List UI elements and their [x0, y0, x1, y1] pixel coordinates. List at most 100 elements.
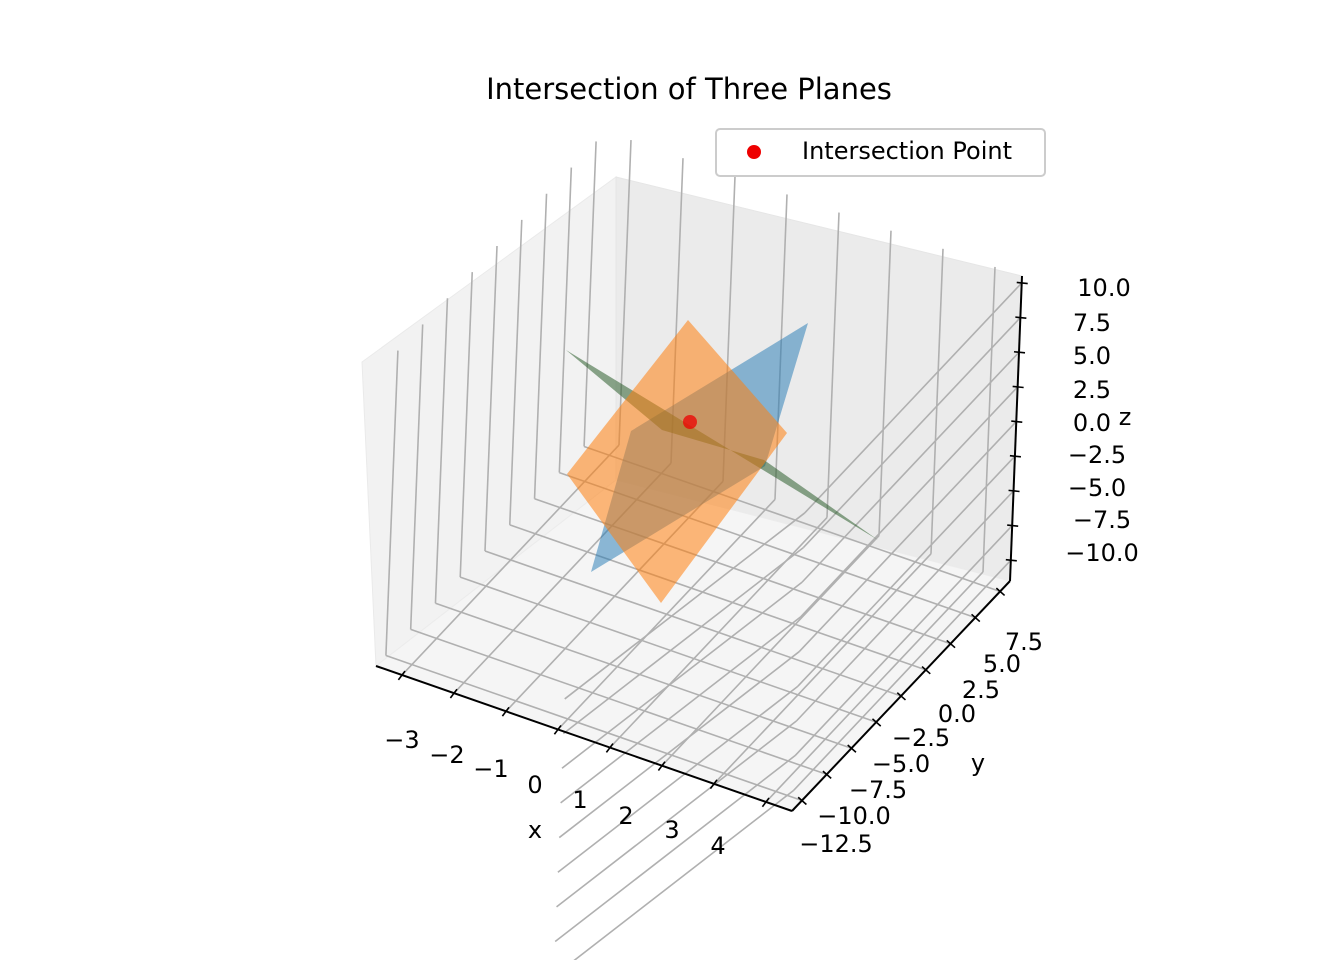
grid-line: [878, 230, 892, 536]
y-tick-label: −5.0: [872, 750, 930, 778]
grid-line: [801, 351, 1020, 583]
y-tick-label: −12.5: [799, 830, 873, 858]
y-tick-mark: [871, 718, 882, 727]
x-tick-mark: [397, 670, 406, 681]
grid-line: [794, 524, 1013, 757]
y-tick-mark: [847, 744, 857, 753]
legend: Intersection Point: [715, 128, 1046, 177]
x-tick-label: 1: [572, 786, 587, 814]
y-tick-label: −2.5: [892, 724, 950, 752]
x-tick-mark: [657, 761, 666, 771]
x-tick-label: −2: [429, 741, 464, 769]
chart-title: Intersection of Three Planes: [486, 72, 892, 106]
grid-line: [826, 212, 840, 518]
z-tick-mark: [1016, 281, 1028, 285]
grid-line: [385, 350, 399, 656]
z-tick-mark: [1015, 316, 1027, 319]
z-tick-mark: [1011, 420, 1023, 423]
z-axis-label: z: [1119, 403, 1132, 431]
y-tick-mark: [797, 796, 807, 806]
x-tick-label: 0: [527, 771, 542, 799]
y-tick-mark: [946, 639, 956, 649]
grid-line: [802, 317, 1021, 549]
x-tick-mark: [761, 797, 770, 808]
grid-line: [434, 298, 449, 604]
legend-label: Intersection Point: [802, 137, 1012, 165]
grid-line: [556, 720, 798, 908]
grid-line: [562, 546, 804, 735]
plane-surfaces: [566, 320, 878, 603]
grid-line: [558, 650, 800, 839]
y-tick-label: −7.5: [849, 776, 907, 804]
z-tick-mark: [1009, 454, 1021, 458]
x-tick-label: −3: [384, 726, 419, 754]
grid-line: [797, 455, 1016, 687]
z-tick-label: 2.5: [1073, 376, 1111, 404]
y-tick-mark: [995, 587, 1006, 597]
x-tick-mark: [501, 706, 510, 717]
grid-line: [798, 421, 1017, 653]
y-tick-label: 7.5: [1005, 628, 1043, 656]
x-tick-mark: [709, 779, 718, 790]
y-tick-mark: [971, 613, 981, 623]
z-tick-label: 10.0: [1077, 274, 1130, 302]
x-tick-label: −1: [473, 755, 508, 783]
y-tick-mark: [921, 665, 931, 675]
x-tick-label: 3: [664, 816, 679, 844]
x-tick-label: 2: [618, 802, 633, 830]
grid-line: [795, 490, 1015, 722]
x-tick-mark: [605, 743, 614, 753]
z-tick-label: 5.0: [1073, 342, 1111, 370]
z-axis-line: [1009, 275, 1023, 582]
grid-line: [557, 685, 799, 873]
grid-line: [409, 324, 424, 630]
y-tick-mark: [896, 692, 907, 701]
z-tick-mark: [1005, 558, 1017, 562]
grid-line: [930, 248, 944, 554]
grid-line: [573, 789, 795, 960]
x-axis-label: x: [528, 816, 542, 844]
grid-line: [459, 272, 474, 578]
grid-line: [800, 386, 1019, 618]
intersection-point: [683, 415, 697, 429]
grid-line: [385, 654, 803, 802]
grid-line: [484, 550, 902, 697]
z-tick-label: −2.5: [1068, 441, 1126, 469]
grid-line: [561, 581, 803, 769]
y-tick-mark: [822, 770, 832, 779]
x-tick-label: 4: [710, 832, 725, 860]
grid-line: [484, 245, 498, 552]
grid-line: [509, 524, 927, 671]
y-tick-label: 0.0: [938, 700, 976, 728]
grid-line: [564, 512, 806, 700]
z-tick-mark: [1012, 385, 1024, 389]
z-tick-label: 7.5: [1073, 309, 1111, 337]
x-axis-line: [375, 665, 793, 812]
x-tick-mark: [449, 688, 458, 699]
legend-marker: [747, 145, 761, 159]
z-tick-mark: [1007, 524, 1019, 527]
grid-line: [793, 559, 1012, 791]
grid-line: [558, 167, 573, 473]
x-tick-mark: [553, 724, 562, 735]
grid-line: [533, 193, 548, 499]
grid-line: [508, 219, 523, 525]
y-axis-label: y: [971, 749, 985, 777]
z-tick-label: −7.5: [1073, 506, 1131, 534]
grid-line: [560, 616, 802, 804]
y-tick-label: 2.5: [962, 676, 1000, 704]
z-tick-label: 0.0: [1073, 409, 1111, 437]
y-tick-label: 5.0: [983, 650, 1021, 678]
z-tick-mark: [1013, 350, 1026, 354]
y-tick-label: −10.0: [817, 802, 891, 830]
legend-box: [715, 128, 1046, 177]
grid-line: [804, 282, 1023, 514]
grid-line: [459, 576, 877, 723]
z-tick-mark: [1008, 489, 1020, 493]
grid-line: [554, 754, 796, 943]
grid-line: [410, 628, 827, 776]
z-tick-label: −10.0: [1065, 539, 1139, 567]
grid-line: [583, 141, 597, 447]
